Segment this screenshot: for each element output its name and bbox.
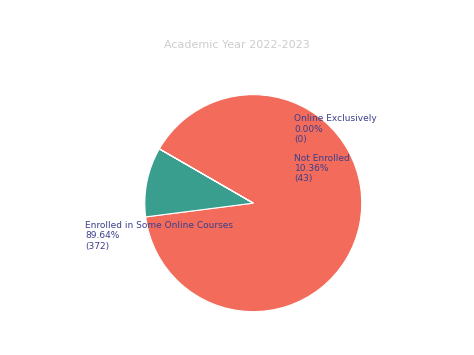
Wedge shape <box>145 149 253 217</box>
Wedge shape <box>159 149 253 203</box>
Text: Academic Year 2022-2023: Academic Year 2022-2023 <box>164 40 310 50</box>
Text: Enrolled in Some Online Courses
89.64%
(372): Enrolled in Some Online Courses 89.64% (… <box>85 221 233 251</box>
Text: Not Enrolled
10.36%
(43): Not Enrolled 10.36% (43) <box>294 153 350 183</box>
Text: Online Exclusively
0.00%
(0): Online Exclusively 0.00% (0) <box>294 114 377 144</box>
Text: Eastwick College-Nutley Undergraduate Online Student Population: Eastwick College-Nutley Undergraduate On… <box>0 17 474 32</box>
Wedge shape <box>146 95 362 312</box>
